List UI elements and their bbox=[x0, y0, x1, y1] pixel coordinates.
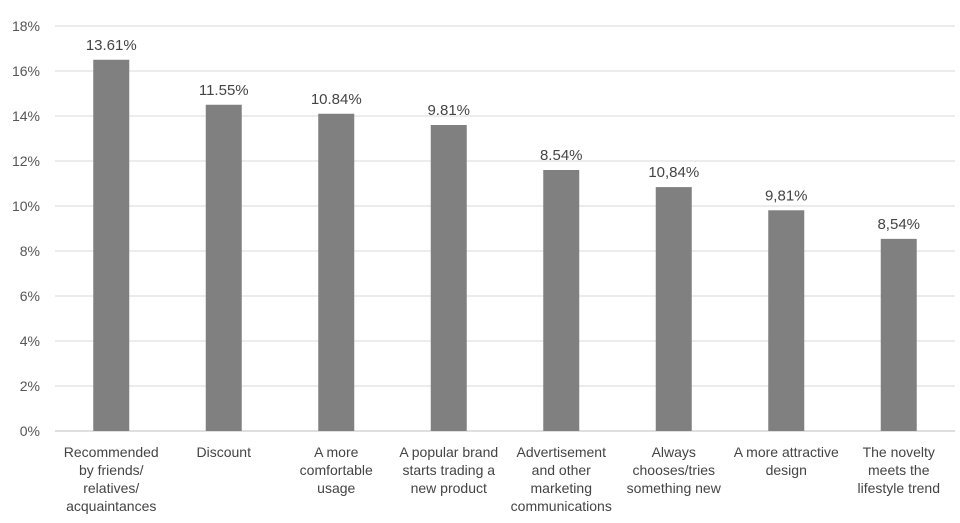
y-tick-label: 12% bbox=[12, 153, 40, 169]
category-label-line: Always bbox=[652, 444, 696, 460]
bar bbox=[430, 125, 467, 431]
category-label-line: communications bbox=[511, 498, 612, 514]
category-label: A more comfortable usage bbox=[300, 444, 373, 496]
category-label: A popular brand starts trading a new produ… bbox=[399, 444, 498, 496]
data-label: 11.55% bbox=[199, 82, 249, 99]
category-label: A more attractive design bbox=[734, 444, 839, 478]
data-label: 8.54% bbox=[540, 147, 583, 164]
category-label-line: usage bbox=[317, 480, 355, 496]
y-tick-label: 10% bbox=[12, 198, 40, 214]
data-label: 8,54% bbox=[877, 216, 920, 233]
category-label-line: The novelty bbox=[863, 444, 935, 460]
category-label: The novelty meets the lifestyle trend bbox=[858, 444, 940, 496]
category-label-line: A popular brand bbox=[399, 444, 498, 460]
category-label-line: comfortable bbox=[300, 462, 373, 478]
bar bbox=[318, 113, 355, 431]
bar bbox=[880, 238, 917, 431]
bars bbox=[93, 59, 917, 431]
y-tick-label: 2% bbox=[20, 378, 40, 394]
y-axis-ticks: 0% 2% 4% 6% 8% 10% 12% 14% 16% 18% bbox=[12, 18, 40, 439]
bar bbox=[205, 104, 242, 431]
data-label: 9.81% bbox=[427, 102, 470, 119]
category-label-line: A more bbox=[314, 444, 359, 460]
y-tick-label: 8% bbox=[20, 243, 40, 259]
category-label-line: and other bbox=[532, 462, 591, 478]
bar bbox=[768, 210, 805, 431]
category-label-line: relatives/ bbox=[83, 480, 139, 496]
category-label-line: Discount bbox=[197, 444, 252, 460]
category-label: Always chooses/tries something new bbox=[627, 444, 722, 496]
category-label: Discount bbox=[197, 444, 252, 460]
bar bbox=[655, 187, 692, 431]
category-label-line: lifestyle trend bbox=[858, 480, 940, 496]
category-label-line: chooses/tries bbox=[633, 462, 715, 478]
data-label: 9,81% bbox=[765, 187, 808, 204]
y-tick-label: 6% bbox=[20, 288, 40, 304]
gridlines bbox=[55, 25, 955, 432]
y-tick-label: 4% bbox=[20, 333, 40, 349]
category-label-line: A more attractive bbox=[734, 444, 839, 460]
category-label-line: marketing bbox=[531, 480, 592, 496]
y-tick-label: 16% bbox=[12, 63, 40, 79]
category-label-line: Recommended bbox=[64, 444, 159, 460]
bar bbox=[543, 170, 580, 431]
y-tick-label: 18% bbox=[12, 18, 40, 34]
data-labels: 13.61% 11.55% 10.84% 9.81% 8.54% 10,84% 9,81% 8… bbox=[86, 37, 920, 233]
category-label-line: design bbox=[766, 462, 807, 478]
category-label-line: acquaintances bbox=[66, 498, 156, 514]
category-labels: Recommended by friends/relatives/acquaint… bbox=[64, 444, 940, 514]
bar bbox=[93, 59, 130, 431]
category-label-line: by friends/ bbox=[79, 462, 144, 478]
category-label-line: new product bbox=[411, 480, 487, 496]
category-label-line: starts trading a bbox=[402, 462, 495, 478]
y-tick-label: 14% bbox=[12, 108, 40, 124]
category-label-line: meets the bbox=[868, 462, 930, 478]
category-label-line: Advertisement bbox=[517, 444, 607, 460]
data-label: 10,84% bbox=[648, 164, 699, 181]
data-label: 10.84% bbox=[311, 91, 362, 108]
y-tick-label: 0% bbox=[20, 423, 40, 439]
category-label: Recommended by friends/relatives/acquaint… bbox=[64, 444, 159, 514]
data-label: 13.61% bbox=[86, 37, 137, 54]
category-label: Advertisement and other marketing communica… bbox=[511, 444, 612, 514]
category-label-line: something new bbox=[627, 480, 722, 496]
